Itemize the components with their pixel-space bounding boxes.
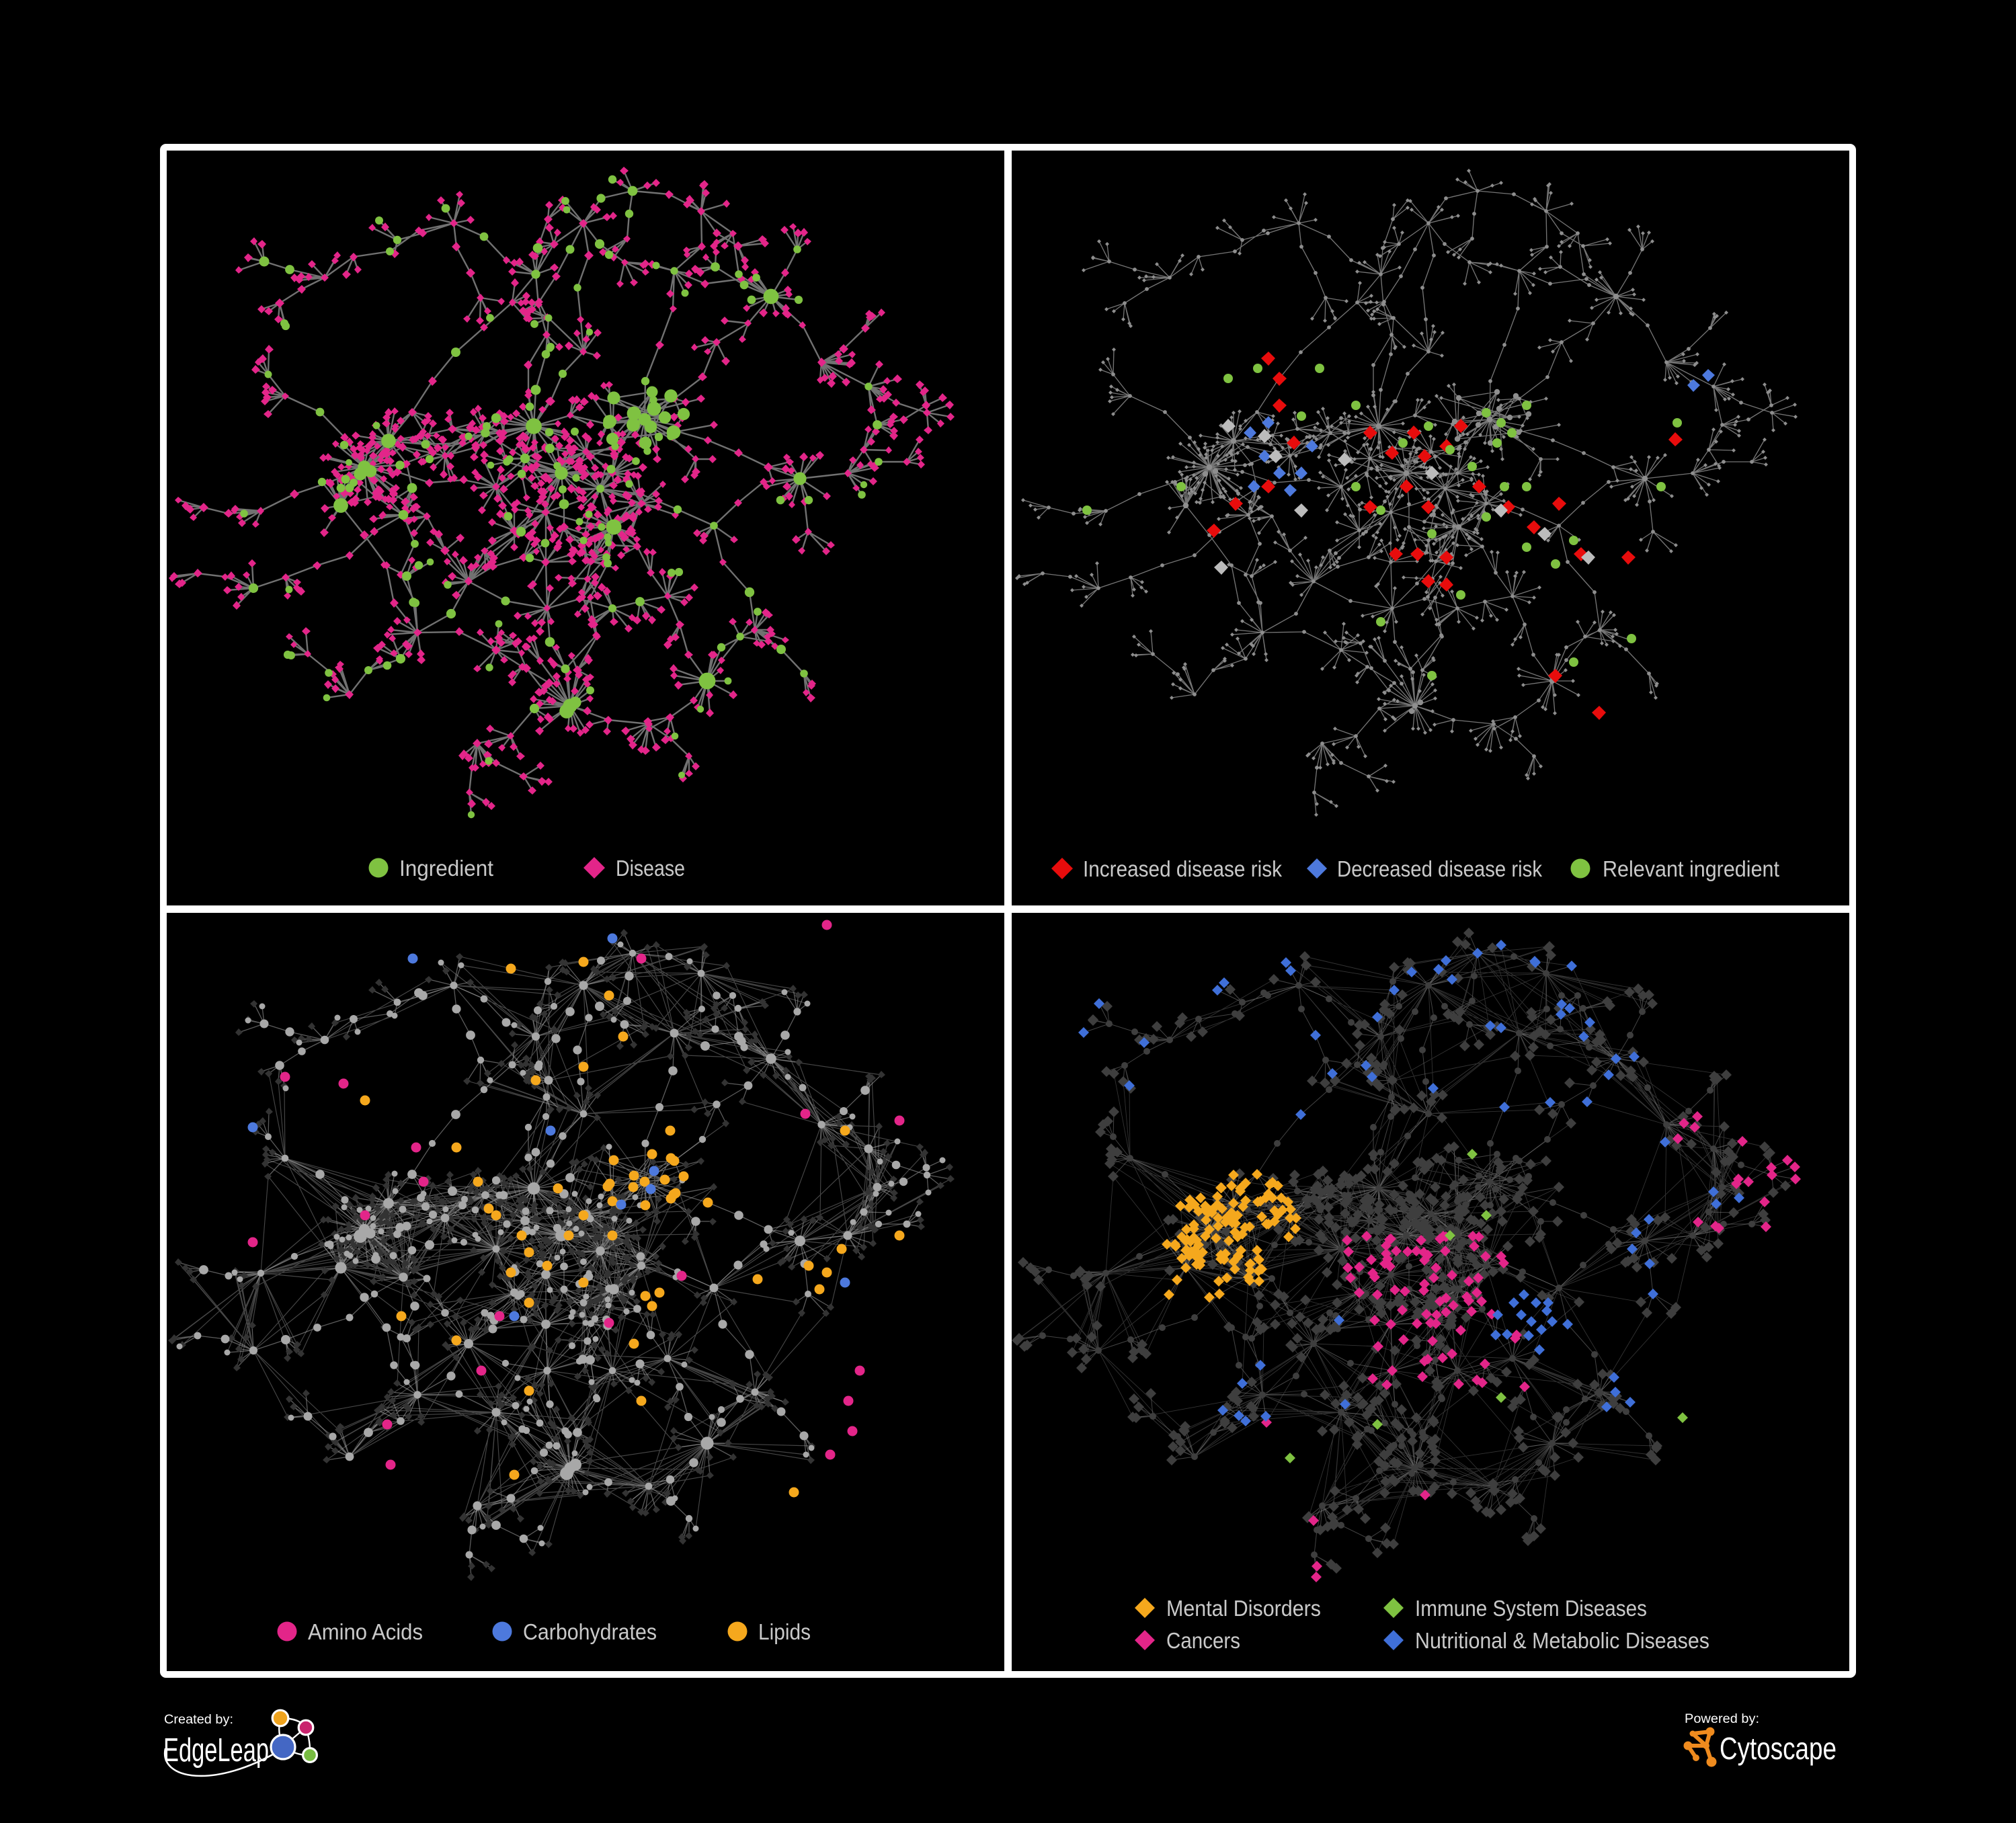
svg-text:Amino Acids: Amino Acids [308,1619,423,1644]
svg-text:Decreased disease risk: Decreased disease risk [1337,856,1542,881]
svg-text:Powered by:: Powered by: [1685,1712,1759,1726]
svg-text:Cancers: Cancers [1166,1628,1240,1653]
svg-text:Created by:: Created by: [164,1713,233,1727]
svg-text:Cytoscape: Cytoscape [1720,1731,1837,1766]
svg-text:Relevant ingredient: Relevant ingredient [1603,856,1779,881]
svg-text:Immune System Diseases: Immune System Diseases [1415,1596,1647,1621]
svg-text:Lipids: Lipids [758,1619,811,1644]
svg-text:Mental Disorders: Mental Disorders [1166,1596,1321,1621]
svg-text:Carbohydrates: Carbohydrates [523,1619,657,1644]
svg-text:Nutritional & Metabolic Diseas: Nutritional & Metabolic Diseases [1415,1628,1709,1653]
svg-text:Ingredient: Ingredient [399,856,493,881]
svg-text:Increased disease risk: Increased disease risk [1083,856,1282,881]
svg-text:Disease: Disease [616,856,685,881]
svg-text:EdgeLeap: EdgeLeap [163,1732,269,1769]
